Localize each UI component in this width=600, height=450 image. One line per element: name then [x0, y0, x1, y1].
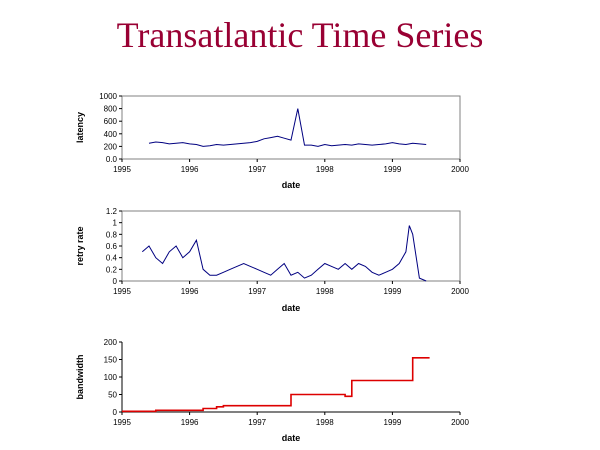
bandwidth-x-tick-label: 1996: [181, 418, 199, 427]
retry-rate-y-tick-label: 0.6: [106, 242, 118, 251]
retry-rate-y-tick-label: 0.8: [106, 230, 118, 239]
retry-rate-x-tick-label: 1998: [316, 287, 334, 296]
retry-rate-y-tick-label: 0.4: [106, 254, 118, 263]
retry-rate-x-tick-label: 1995: [113, 287, 131, 296]
bandwidth-x-tick-label: 1995: [113, 418, 131, 427]
bandwidth-x-axis-title: date: [282, 433, 301, 443]
retry-rate-y-tick-label: 0.2: [106, 265, 118, 274]
bandwidth-x-tick-label: 1997: [248, 418, 266, 427]
retry-rate-chart: 0 0.2 0.4 0.6 0.8 1 1.2 1995 1996 1997 1998 1999 200…: [75, 207, 469, 313]
bandwidth-y-tick-label: 150: [104, 356, 118, 365]
bandwidth-x-tick-label: 1998: [316, 418, 334, 427]
latency-x-tick-label: 1996: [181, 165, 199, 174]
retry-rate-x-axis-title: date: [282, 303, 301, 313]
latency-y-tick-label: 200: [104, 142, 118, 151]
retry-rate-x-tick-label: 1997: [248, 287, 266, 296]
bandwidth-y-tick-label: 50: [108, 391, 117, 400]
latency-chart: 0.0 200 400 600 800 1000 1995 1996 1997 1998 1999 2…: [75, 92, 469, 190]
retry-rate-y-tick-label: 1: [113, 219, 118, 228]
retry-rate-x-tick-label: 1999: [384, 287, 402, 296]
latency-y-tick-label: 800: [104, 105, 118, 114]
retry-rate-y-axis-title: retry rate: [75, 226, 85, 265]
latency-x-axis-title: date: [282, 180, 301, 190]
bandwidth-chart: 0 50 100 150 200 1995 1996 1997 1998 1999 2000 date…: [75, 338, 469, 443]
latency-y-axis-title: latency: [75, 112, 85, 143]
latency-x-tick-label: 1999: [384, 165, 402, 174]
slide-title: Transatlantic Time Series: [116, 15, 484, 55]
retry-rate-x-tick-label: 1996: [181, 287, 199, 296]
latency-y-tick-label: 600: [104, 117, 118, 126]
latency-x-tick-label: 2000: [451, 165, 469, 174]
bandwidth-x-tick-label: 2000: [451, 418, 469, 427]
bandwidth-y-tick-label: 200: [104, 338, 118, 347]
bandwidth-y-tick-label: 100: [104, 373, 118, 382]
bandwidth-x-tick-label: 1999: [384, 418, 402, 427]
latency-y-tick-label: 1000: [99, 92, 117, 101]
retry-rate-plot-frame: [121, 210, 461, 282]
latency-x-tick-label: 1997: [248, 165, 266, 174]
latency-series-line: [148, 108, 427, 147]
latency-plot-frame: [121, 95, 461, 160]
bandwidth-y-tick-label: 0: [113, 408, 118, 417]
latency-x-tick-label: 1995: [113, 165, 131, 174]
latency-x-tick-label: 1998: [316, 165, 334, 174]
retry-rate-x-tick-label: 2000: [451, 287, 469, 296]
latency-y-tick-label: 0.0: [106, 155, 118, 164]
bandwidth-series-line: [122, 356, 430, 413]
retry-rate-y-tick-label: 0: [113, 277, 118, 286]
retry-rate-y-tick-label: 1.2: [106, 207, 118, 216]
bandwidth-y-axis-title: bandwidth: [75, 355, 85, 400]
latency-y-tick-label: 400: [104, 130, 118, 139]
retry-rate-series-line: [141, 225, 427, 282]
